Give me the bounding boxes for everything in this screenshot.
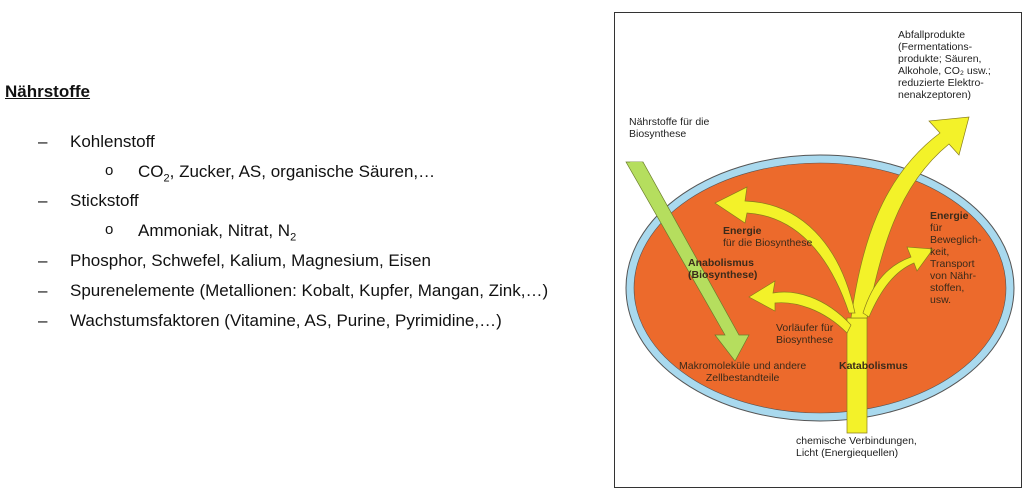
item-label: Phosphor, Schwefel, Kalium, Magnesium, E… [70, 251, 431, 270]
subitem-label: CO2, Zucker, AS, organische Säuren,… [138, 162, 436, 185]
yellow-arrow-energy-biosynthesis [714, 186, 856, 314]
dash-bullet: – [38, 281, 48, 300]
label-energie-beweglichkeit: Energie für Beweglich- keit, Transport von… [930, 210, 982, 306]
label-naehrstoffe-biosynthese: Nährstoffe für die Biosynthese [629, 116, 710, 140]
label-vorlaeufer: Vorläufer für Biosynthese [776, 322, 834, 346]
circle-bullet: o [105, 162, 114, 179]
metabolism-figure: Abfallprodukte (Fermentations-produkte; S… [614, 12, 1022, 488]
yellow-arrow-precursor [748, 280, 852, 334]
subitem-label: Ammoniak, Nitrat, N2 [138, 221, 297, 244]
label-abfallprodukte: Abfallprodukte (Fermentations-produkte; S… [898, 29, 991, 101]
metabolism-diagram [625, 116, 1015, 434]
item-label: Wachstumsfaktoren (Vitamine, AS, Purine,… [70, 311, 502, 330]
label-energie-biosynthese: Energie für die Biosynthese [723, 225, 813, 249]
label-chemische-verbindungen: chemische Verbindungen, Licht (Energieque… [796, 435, 917, 459]
page-title: Nährstoffe [5, 82, 91, 101]
yellow-arrow-energy-motility [862, 246, 934, 318]
item-label: Spurenelemente (Metallionen: Kobalt, Kup… [70, 281, 549, 300]
dash-bullet: – [38, 251, 48, 270]
item-label: Stickstoff [70, 191, 139, 210]
dash-bullet: – [38, 311, 48, 330]
yellow-trunk [846, 317, 868, 434]
label-makromolekuele: Makromoleküle und andere Zellbestandteile [679, 360, 807, 384]
label-katabolismus: Katabolismus [839, 360, 908, 372]
item-label: Kohlenstoff [70, 132, 155, 151]
circle-bullet: o [105, 221, 114, 238]
dash-bullet: – [38, 132, 48, 151]
green-arrow-shaft [630, 162, 734, 329]
dash-bullet: – [38, 191, 48, 210]
yellow-arrow-waste [850, 116, 970, 319]
label-anabolismus: Anabolismus (Biosynthese) [688, 257, 758, 281]
